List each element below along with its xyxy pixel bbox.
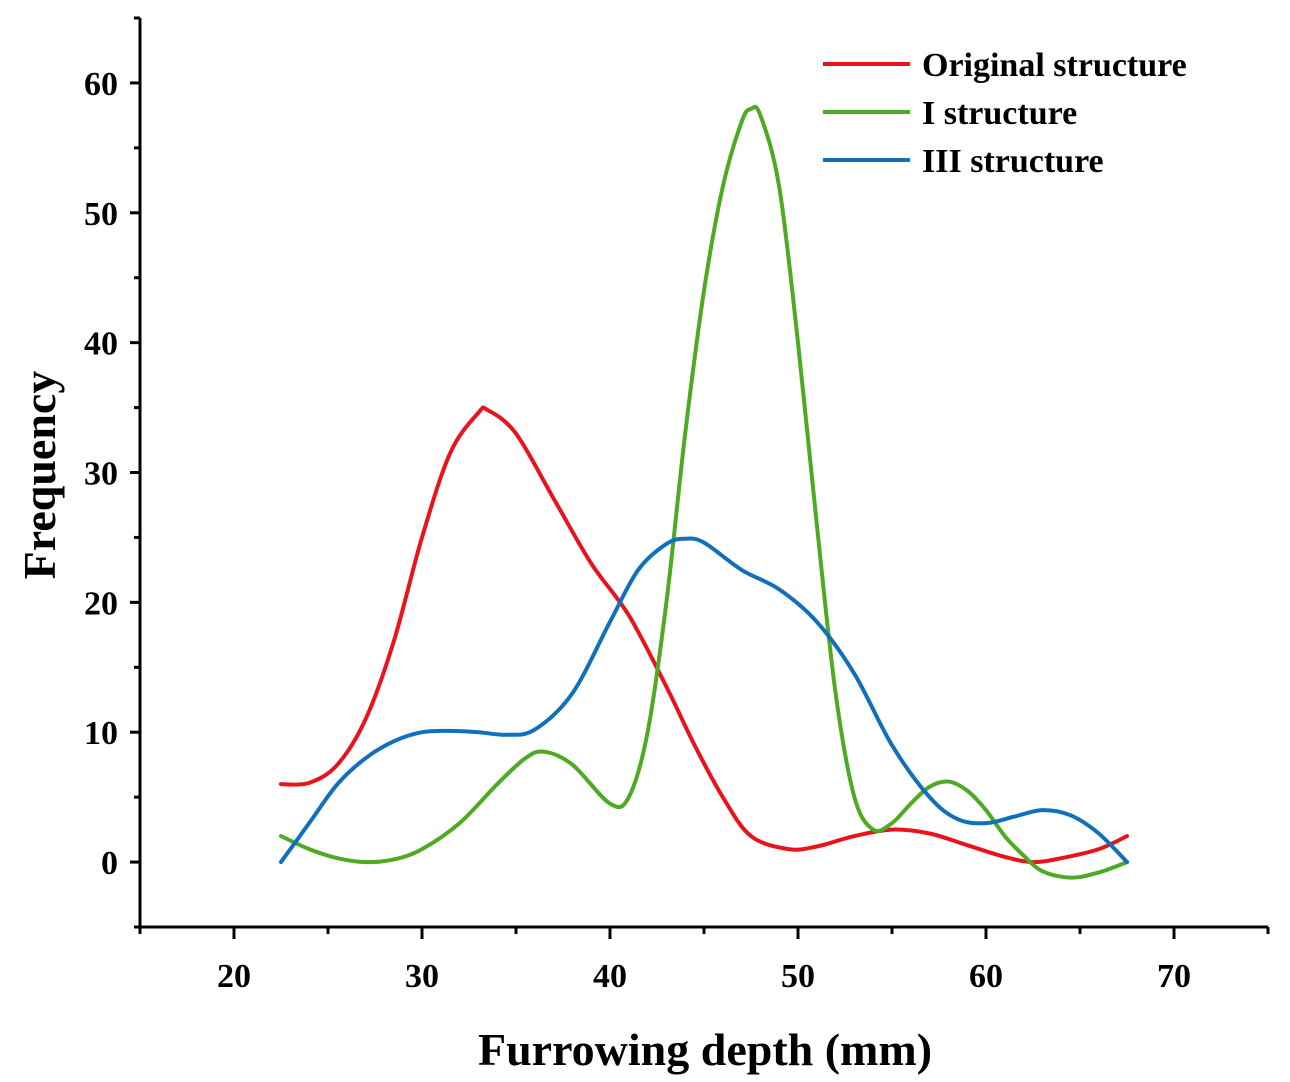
legend: Original structure I structure III structu… xyxy=(823,47,1187,180)
series-line-original-structure xyxy=(279,405,1129,865)
y-tick-label: 50 xyxy=(84,196,118,233)
x-tick-label: 40 xyxy=(593,958,627,995)
x-tick-label: 70 xyxy=(1157,958,1191,995)
x-tick-label: 60 xyxy=(969,958,1003,995)
y-tick-label: 30 xyxy=(84,456,118,493)
y-axis-ticks: 0 10 20 30 40 50 60 xyxy=(84,16,140,929)
x-tick-label: 20 xyxy=(217,958,251,995)
x-axis-ticks: 20 30 40 50 60 70 xyxy=(138,927,1270,995)
series-line-iii-structure xyxy=(279,536,1129,865)
y-tick-label: 40 xyxy=(84,326,118,363)
legend-label-original-structure: Original structure xyxy=(922,47,1187,84)
y-axis-title: Frequency xyxy=(14,371,65,580)
legend-label-iii-structure: III structure xyxy=(922,143,1104,180)
legend-label-i-structure: I structure xyxy=(922,95,1077,132)
y-tick-label: 20 xyxy=(84,585,118,622)
x-tick-label: 50 xyxy=(781,958,815,995)
x-tick-label: 30 xyxy=(405,958,439,995)
y-tick-label: 60 xyxy=(84,66,118,103)
y-tick-label: 0 xyxy=(101,845,118,882)
series-layer xyxy=(279,104,1129,880)
series-line-i-structure xyxy=(279,104,1129,880)
y-tick-label: 10 xyxy=(84,715,118,752)
x-axis-title: Furrowing depth (mm) xyxy=(478,1024,932,1075)
